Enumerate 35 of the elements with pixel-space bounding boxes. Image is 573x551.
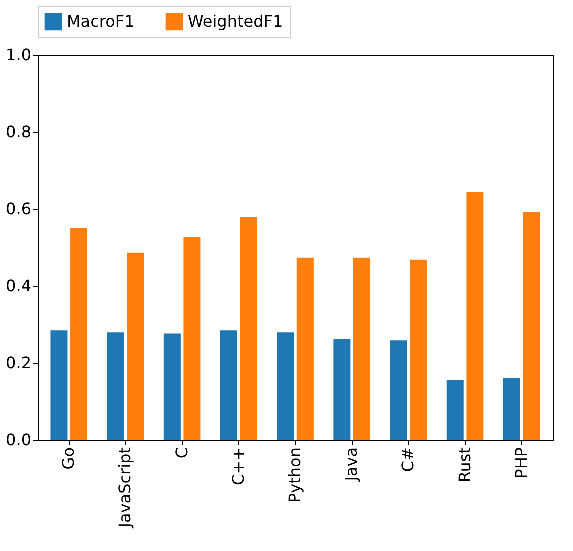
y-tick-label: 0.4	[6, 276, 32, 296]
y-tick-label: 0.6	[6, 200, 32, 218]
legend-label: MacroF1	[67, 12, 135, 31]
bar	[70, 228, 88, 440]
y-tick-label: 1.0	[6, 46, 32, 64]
bar	[446, 380, 464, 440]
x-tick-label: JavaScript	[116, 448, 135, 529]
bar	[334, 340, 351, 440]
x-tick-label: C#	[398, 448, 418, 472]
bar	[277, 332, 294, 440]
bar	[50, 330, 68, 440]
y-tick-label: 0.8	[6, 122, 32, 142]
bar	[164, 334, 181, 440]
bar	[410, 260, 428, 440]
x-tick-label: Rust	[455, 448, 474, 483]
bar	[240, 217, 258, 440]
y-tick-label: 0.2	[6, 354, 32, 372]
bar	[220, 330, 238, 440]
bar	[296, 258, 314, 440]
bar	[466, 192, 484, 440]
bar	[353, 258, 370, 440]
bar	[523, 212, 540, 440]
bar	[503, 378, 520, 440]
bar	[107, 332, 124, 440]
x-tick-label: C++	[228, 448, 248, 486]
bar	[390, 340, 408, 440]
x-tick-label: Java	[342, 448, 362, 482]
legend-label: WeightedF1	[188, 12, 284, 31]
bar	[184, 237, 201, 440]
x-tick-label: Python	[286, 448, 304, 503]
x-tick-label: C	[172, 448, 192, 459]
y-tick-label: 0.0	[6, 430, 32, 450]
bar	[127, 252, 144, 440]
x-tick-label: PHP	[512, 447, 531, 479]
x-tick-label: Go	[59, 448, 78, 470]
